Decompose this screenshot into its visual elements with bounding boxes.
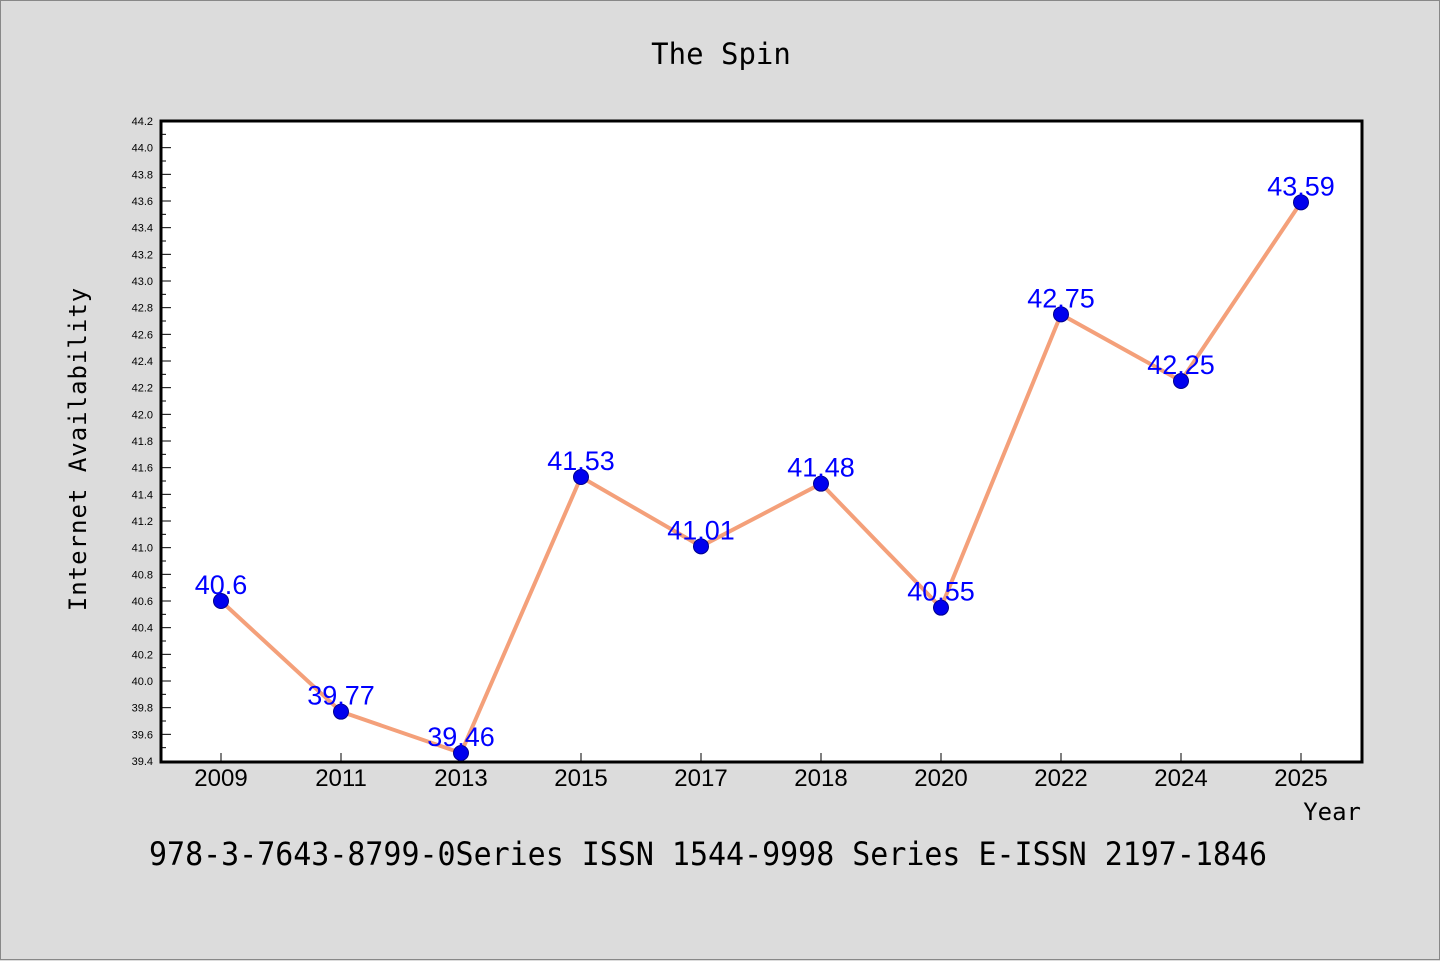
series-line [219, 200, 1303, 755]
y-tick-label: 40.6 [132, 596, 153, 608]
data-label: 40.55 [907, 577, 975, 607]
x-tick-label: 2015 [554, 765, 607, 792]
chart-title: The Spin [651, 37, 791, 71]
y-tick-label: 42.2 [132, 383, 153, 395]
x-tick-label: 2020 [914, 765, 967, 792]
x-tick-label: 2018 [794, 765, 847, 792]
plot-area [159, 119, 1364, 764]
data-point [453, 745, 469, 761]
data-label: 40.6 [195, 570, 248, 600]
data-point [933, 599, 949, 616]
data-label: 41.53 [547, 446, 615, 476]
x-tick-label: 2017 [674, 765, 727, 792]
x-tick-label: 2013 [434, 765, 487, 792]
data-label: 43.59 [1267, 171, 1335, 201]
data-label: 39.77 [307, 681, 375, 711]
data-point [693, 538, 709, 555]
y-tick-label: 39.8 [132, 703, 153, 715]
y-tick-label: 40.8 [132, 569, 153, 581]
data-label: 42.75 [1027, 283, 1095, 313]
y-tick-label: 43.6 [132, 196, 153, 208]
data-label: 41.48 [787, 453, 855, 483]
data-point [333, 703, 349, 720]
footer-text: 978-3-7643-8799-0Series ISSN 1544-9998 S… [149, 835, 1267, 873]
series-layer: 40.6 39.77 39.46 41.53 41.01 41.48 40.55 42.75 4… [195, 171, 1335, 761]
y-tick-label: 41.8 [132, 436, 153, 448]
y-tick-label: 42.6 [132, 329, 153, 341]
x-tick-label: 2024 [1154, 765, 1207, 792]
y-tick-label: 41.0 [132, 543, 153, 555]
data-label: 39.46 [427, 722, 495, 752]
data-point [573, 469, 589, 485]
data-point [813, 475, 829, 492]
x-tick-label: 2009 [194, 765, 247, 792]
x-tick-label: 2022 [1034, 765, 1087, 792]
y-tick-label: 40.4 [132, 623, 153, 635]
y-tick-label: 39.6 [132, 729, 153, 741]
y-tick-label: 40.0 [132, 676, 153, 688]
data-point [1053, 306, 1069, 323]
data-point [1173, 373, 1189, 389]
y-tick-label: 42.0 [132, 409, 153, 421]
y-tick-label: 43.8 [132, 169, 153, 181]
x-tick-label: 2011 [315, 765, 367, 792]
y-tick-label: 44.0 [132, 143, 153, 155]
data-point [1293, 194, 1309, 211]
y-tick-label: 42.4 [132, 356, 153, 368]
data-label: 42.25 [1147, 350, 1215, 380]
y-tick-label: 43.0 [132, 276, 153, 288]
y-tick-label: 41.2 [132, 516, 153, 528]
y-tick-label: 42.8 [132, 303, 153, 315]
y-tick-label: 43.4 [132, 223, 153, 235]
x-axis-ticks: 2009 2011 2013 2015 2017 2018 2020 2022 2024 2025 [194, 753, 1328, 792]
y-axis-label: Internet Availability [64, 287, 92, 611]
data-point [213, 593, 229, 609]
y-tick-label: 39.4 [132, 756, 153, 768]
y-axis-ticks: 39.4 39.6 39.8 40.0 40.2 40.4 40.6 40.8 41.0 41.2… [132, 116, 171, 768]
y-tick-label: 41.4 [132, 489, 153, 501]
y-tick-label: 40.2 [132, 649, 153, 661]
y-tick-label: 41.6 [132, 463, 153, 475]
y-tick-label: 44.2 [132, 116, 153, 128]
y-tick-label: 43.2 [132, 249, 153, 261]
x-tick-label: 2025 [1274, 765, 1327, 792]
x-axis-label: Year [1303, 798, 1361, 826]
data-label: 41.01 [667, 515, 735, 545]
